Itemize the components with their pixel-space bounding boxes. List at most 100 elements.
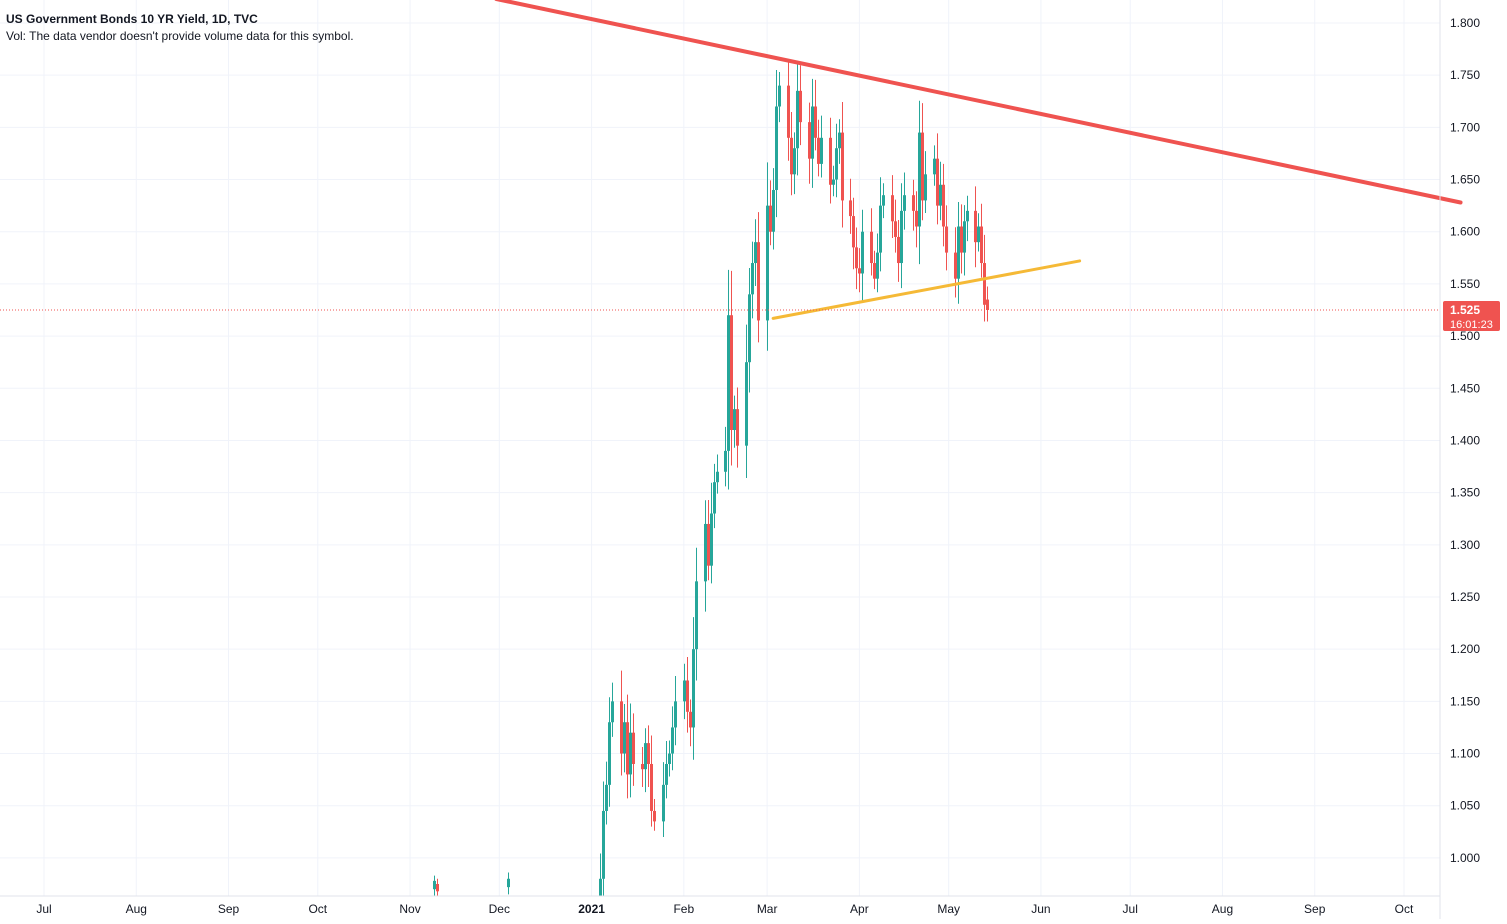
candle: [507, 872, 510, 895]
time-axis-label: Feb: [673, 902, 694, 916]
candle-body: [671, 727, 674, 754]
price-axis-label: 1.200: [1450, 642, 1480, 656]
candle: [436, 878, 439, 896]
last-price-label-bg: [1443, 301, 1500, 331]
candle: [626, 694, 629, 799]
candle: [849, 178, 852, 234]
grid: [0, 0, 1440, 896]
candle: [954, 227, 957, 298]
candle: [980, 203, 983, 278]
candle: [599, 853, 602, 896]
candle-body: [695, 581, 698, 650]
candle: [829, 117, 832, 204]
candle-body: [686, 680, 689, 712]
legend-title[interactable]: US Government Bonds 10 YR Yield, 1D, TVC: [6, 12, 258, 26]
candle: [915, 191, 918, 248]
candle: [704, 500, 707, 612]
candle: [605, 761, 608, 825]
candle: [936, 133, 939, 225]
candle: [641, 747, 644, 787]
candle-body: [745, 362, 748, 446]
candle-body: [611, 701, 614, 723]
candle: [891, 175, 894, 238]
candle: [733, 395, 736, 448]
candle-body: [674, 701, 677, 728]
candle: [730, 270, 733, 466]
price-axis-label: 1.150: [1450, 694, 1480, 708]
candle: [787, 60, 790, 161]
candle-body: [903, 195, 906, 211]
candle: [977, 213, 980, 252]
candle: [766, 162, 769, 351]
time-axis-label: Oct: [1395, 902, 1414, 916]
candle: [433, 875, 436, 896]
candle: [644, 728, 647, 793]
candle-body: [433, 880, 436, 890]
candle: [963, 205, 966, 276]
candle: [653, 798, 656, 831]
candle-body: [620, 701, 623, 754]
candle: [966, 195, 969, 242]
candle-body: [608, 722, 611, 785]
candle-body: [724, 450, 727, 472]
candle: [921, 103, 924, 221]
candle-body: [716, 471, 719, 483]
resistance-trendline: [494, 0, 1463, 205]
candle: [751, 241, 754, 319]
candle: [632, 713, 635, 786]
candle: [974, 186, 977, 268]
candle-body: [974, 210, 977, 243]
candle-body: [983, 263, 986, 305]
candle: [894, 199, 897, 253]
candle: [858, 248, 861, 293]
candle: [695, 547, 698, 681]
candle: [790, 111, 793, 196]
candle: [817, 119, 820, 177]
price-axis-label: 1.300: [1450, 538, 1480, 552]
candle: [724, 426, 727, 487]
candle-body: [861, 231, 864, 274]
candle-body: [733, 409, 736, 431]
candle: [960, 204, 963, 274]
candle: [900, 183, 903, 289]
price-axis-label: 1.650: [1450, 173, 1480, 187]
candle-body: [942, 184, 945, 227]
candle-body: [912, 195, 915, 211]
candle: [608, 697, 611, 807]
candle-body: [650, 763, 653, 811]
candle-body: [986, 299, 989, 310]
candle-body: [811, 106, 814, 159]
candle-body: [977, 226, 980, 243]
candle: [727, 269, 730, 490]
time-axis-label: Jul: [1123, 902, 1138, 916]
candle-body: [936, 158, 939, 206]
candle: [620, 670, 623, 776]
candle-body: [775, 106, 778, 190]
candle-body: [900, 210, 903, 264]
time-axis-label: Mar: [757, 902, 778, 916]
time-axis-label: Sep: [218, 902, 240, 916]
candle: [882, 183, 885, 219]
candle: [957, 201, 960, 304]
candle: [683, 663, 686, 720]
time-axis-label: Sep: [1304, 902, 1326, 916]
candle-body: [796, 90, 799, 149]
candle-body: [632, 732, 635, 764]
candle: [876, 233, 879, 293]
candle-body: [736, 409, 739, 446]
candle: [754, 219, 757, 286]
candle-body: [641, 763, 644, 770]
candle: [671, 706, 674, 771]
candle-body: [838, 132, 841, 149]
candle-body: [855, 247, 858, 269]
candle: [745, 324, 748, 479]
candle-body: [858, 268, 861, 274]
candle: [903, 172, 906, 230]
candle-body: [957, 226, 960, 279]
candle: [665, 741, 668, 799]
candle: [945, 205, 948, 271]
last-price-label: 1.525 16:01:23: [1443, 301, 1500, 331]
